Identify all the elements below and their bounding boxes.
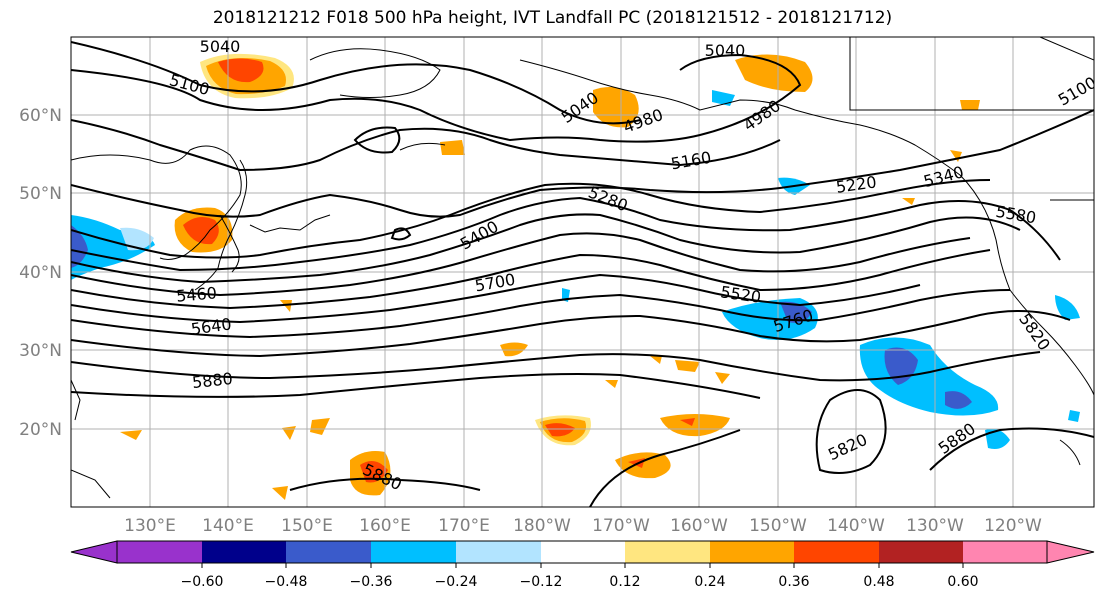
lon-label: 180°W	[513, 516, 571, 536]
colorbar-segment	[710, 541, 794, 563]
colorbar-extend-low	[70, 540, 118, 564]
contour-label: 5880	[191, 369, 233, 392]
colorbar-segment	[371, 541, 456, 563]
colorbar-segment	[286, 541, 371, 563]
lon-label: 120°W	[984, 516, 1042, 536]
colorbar-tick-label: 0.60	[947, 574, 978, 590]
lon-label: 130°W	[906, 516, 964, 536]
lon-label: 170°W	[592, 516, 650, 536]
colorbar-segment	[456, 541, 541, 563]
contour-label: 5040	[200, 37, 241, 56]
colorbar-segment	[202, 541, 286, 563]
contour-label: 5460	[175, 283, 217, 305]
map-title: 2018121212 F018 500 hPa height, IVT Land…	[212, 8, 893, 28]
colorbar-tick-label: 0.12	[609, 574, 640, 590]
colorbar-segment	[963, 541, 1047, 563]
height-contours	[71, 41, 1094, 507]
colorbar-segment	[794, 541, 879, 563]
colorbar-tick-label: −0.36	[350, 574, 393, 590]
map-panel: 5040 5040 5100 5040 4980 4980 5100 5160 …	[71, 37, 1094, 507]
colorbar-tick-label: −0.48	[265, 574, 308, 590]
longitude-labels: 130°E 140°E 150°E 160°E 170°E 180°W 170°…	[124, 516, 1042, 536]
lon-label: 140°E	[202, 516, 254, 536]
lon-label: 160°E	[359, 516, 411, 536]
colorbar-segment	[117, 541, 202, 563]
lon-label: 150°E	[281, 516, 333, 536]
colorbar-tick-label: 0.36	[778, 574, 809, 590]
coastlines	[71, 37, 1094, 499]
lon-label: 160°W	[670, 516, 728, 536]
colorbar-segment	[541, 541, 625, 563]
colorbar-tick-label: −0.60	[181, 574, 224, 590]
lat-label: 60°N	[19, 106, 62, 126]
lon-label: 130°E	[124, 516, 176, 536]
ivt-shading	[71, 53, 1080, 500]
lon-label: 170°E	[438, 516, 490, 536]
contour-label: 5040	[705, 41, 746, 60]
colorbar-extend-high	[1046, 540, 1095, 564]
map-frame	[70, 36, 1095, 508]
colorbar-tick-label: 0.48	[863, 574, 894, 590]
colorbar-tick-label: −0.24	[435, 574, 478, 590]
latitude-labels: 60°N 50°N 40°N 30°N 20°N	[19, 106, 62, 440]
lat-label: 50°N	[19, 184, 62, 204]
lat-label: 40°N	[19, 263, 62, 283]
colorbar-tick-label: −0.12	[520, 574, 563, 590]
lon-label: 140°W	[827, 516, 885, 536]
lat-label: 30°N	[19, 341, 62, 361]
lat-label: 20°N	[19, 420, 62, 440]
colorbar-segment	[879, 541, 963, 563]
colorbar: −0.60 −0.48 −0.36 −0.24 −0.12 0.12 0.24 …	[70, 540, 1095, 590]
lon-label: 150°W	[749, 516, 807, 536]
colorbar-tick-label: 0.24	[694, 574, 725, 590]
colorbar-segment	[625, 541, 710, 563]
